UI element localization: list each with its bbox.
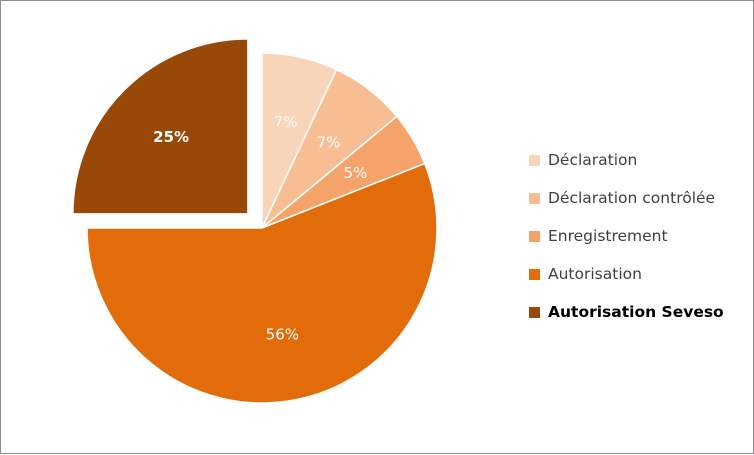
legend-item-enregistrement: Enregistrement [529,217,751,255]
data-label-autorisation: 56% [266,326,299,344]
legend-label-declaration-controlee: Déclaration contrôlée [548,189,716,207]
legend-swatch-autorisation-seveso [529,306,540,318]
legend-swatch-enregistrement [529,230,540,242]
legend-swatch-declaration-controlee [529,192,540,204]
legend-swatch-autorisation [529,268,540,280]
legend: Déclaration Déclaration contrôlée Enregi… [529,141,751,331]
legend-item-autorisation-seveso: Autorisation Seveso [529,293,751,331]
data-label-declaration-controlee: 7% [317,133,341,151]
pie-slice-autorisation [86,162,438,404]
legend-item-declaration-controlee: Déclaration contrôlée [529,179,751,217]
data-label-declaration: 7% [274,113,298,131]
data-label-enregistrement: 5% [343,164,367,182]
legend-label-enregistrement: Enregistrement [548,227,668,245]
legend-swatch-declaration [529,154,540,166]
pie-slice-autorisation-seveso [72,38,249,215]
data-label-autorisation-seveso: 25% [153,128,189,146]
legend-label-autorisation: Autorisation [548,265,642,283]
legend-item-autorisation: Autorisation [529,255,751,293]
legend-label-autorisation-seveso: Autorisation Seveso [548,303,724,321]
legend-item-declaration: Déclaration [529,141,751,179]
legend-label-declaration: Déclaration [548,151,638,169]
